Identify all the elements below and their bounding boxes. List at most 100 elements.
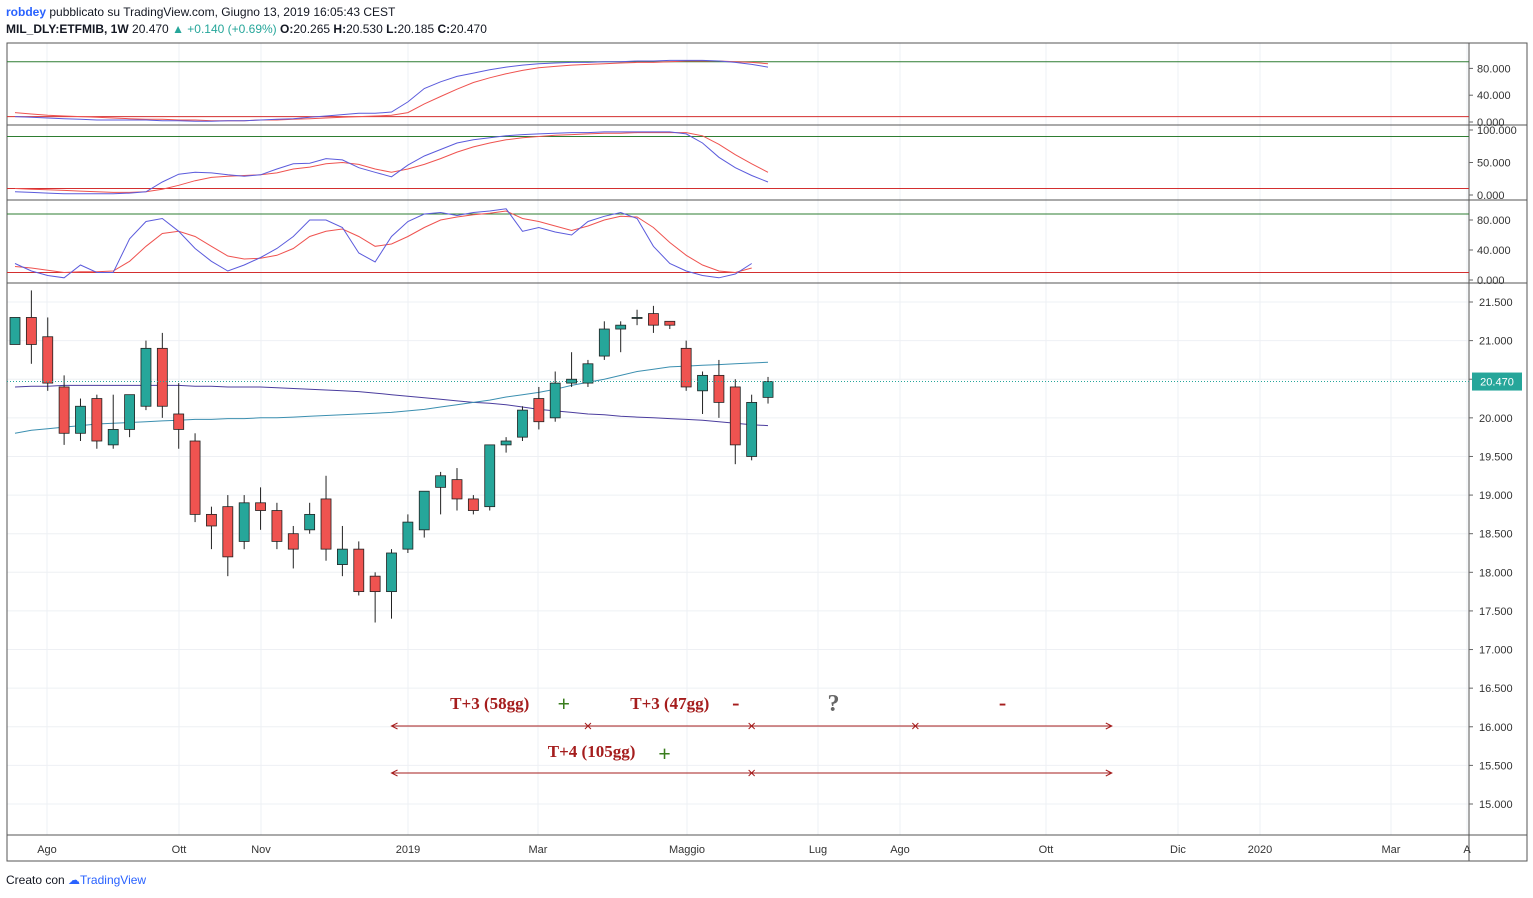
segment-marker	[584, 722, 592, 730]
x-tick-label: Dic	[1170, 844, 1186, 856]
candle	[664, 320, 676, 330]
x-tick-label: Ago	[890, 844, 910, 856]
x-tick-label: Lug	[809, 844, 827, 856]
segment-sign: -	[999, 690, 1006, 715]
candle	[91, 394, 103, 449]
candle	[287, 525, 299, 569]
candle	[124, 394, 135, 438]
candle	[58, 375, 70, 445]
x-tick-label: Maggio	[669, 844, 705, 856]
candle	[435, 471, 447, 515]
x-tick-label: 2020	[1248, 844, 1272, 856]
moving-average-line	[14, 361, 769, 434]
candle	[484, 444, 496, 511]
indicator-tick-label: 0.000	[1477, 190, 1505, 202]
arrow-head	[1105, 722, 1113, 730]
candle	[386, 549, 397, 619]
moving-averages	[14, 361, 769, 434]
indicator-panes	[7, 59, 1469, 279]
candle	[631, 309, 643, 326]
candle	[500, 437, 512, 453]
price-tick-label: 16.500	[1479, 683, 1513, 695]
price-tick-label: 16.000	[1479, 722, 1513, 734]
indicator-pane-3	[7, 208, 1469, 279]
x-tick-label: 2019	[396, 844, 420, 856]
indicator-tick-label: 80.000	[1477, 63, 1511, 75]
k-line	[14, 59, 769, 122]
x-tick-label: Nov	[251, 844, 271, 856]
indicator-tick-label: 0.000	[1477, 275, 1505, 287]
candle	[402, 514, 414, 553]
tradingview-link[interactable]: TradingView	[80, 873, 147, 887]
x-tick-label: Mar	[529, 844, 548, 856]
candle	[713, 359, 725, 418]
candle	[680, 340, 692, 391]
high-value: 20.530	[346, 22, 383, 36]
candle	[533, 386, 545, 430]
arrow-head	[390, 769, 398, 777]
price-tick-label: 15.000	[1479, 799, 1513, 811]
segment-label: T+3 (58gg)	[450, 694, 529, 713]
price-tick-label: 17.500	[1479, 606, 1513, 618]
candle	[517, 406, 528, 442]
candle	[746, 394, 758, 461]
close-label: C:	[437, 22, 451, 36]
segment-label: T+4 (105gg)	[548, 742, 636, 761]
candle	[9, 317, 21, 345]
x-tick-label: Mar	[1382, 844, 1401, 856]
segment-sign: -	[732, 690, 739, 715]
symbol-info: MIL_DLY:ETFMIB, 1W 20.470 ▲ +0.140 (+0.6…	[6, 22, 487, 36]
candle	[648, 305, 659, 333]
segment-sign: ?	[828, 691, 840, 717]
candle	[549, 371, 561, 422]
candle	[729, 379, 741, 465]
low-value: 20.185	[397, 22, 435, 36]
arrow-head	[1105, 769, 1113, 777]
symbol-name: MIL_DLY:ETFMIB, 1W	[6, 22, 129, 36]
candle	[369, 572, 381, 623]
change-value: ▲ +0.140 (+0.69%)	[172, 22, 277, 36]
candle	[140, 340, 152, 411]
segment-marker	[748, 769, 756, 777]
created-with-text: Creato con	[6, 873, 65, 887]
candle	[336, 525, 348, 577]
last-price-tag-label: 20.470	[1480, 377, 1514, 389]
moving-average-line	[14, 384, 769, 427]
last-price-tag	[1472, 372, 1522, 391]
candle	[467, 495, 479, 515]
candle	[222, 495, 234, 577]
close-value: 20.470	[450, 22, 487, 36]
candle	[762, 376, 774, 404]
annotations: T+3 (58gg) + T+3 (47gg) -? - T+4 (105gg) +	[390, 690, 1113, 777]
candle	[189, 433, 201, 523]
author-name[interactable]: robdey	[6, 5, 47, 19]
k-line	[14, 208, 752, 279]
open-value: 20.265	[293, 22, 331, 36]
x-tick-label: A	[1463, 844, 1471, 856]
publish-text: pubblicato su TradingView.com, Giugno 13…	[49, 5, 396, 19]
axes: Ago Ott Nov 2019 Mar Maggio Lug Ago Ott Dic 2020 Ma…	[7, 63, 1522, 856]
x-tick-label: Ago	[37, 844, 57, 856]
candle	[697, 371, 708, 414]
segment-sign: +	[658, 741, 671, 766]
candle	[304, 502, 316, 534]
candle	[615, 321, 627, 353]
indicator-tick-label: 50.000	[1477, 158, 1511, 170]
open-label: O:	[280, 22, 294, 36]
candle	[271, 502, 283, 550]
indicator-tick-label: 0.000	[1477, 117, 1505, 129]
footer: Creato con ☁TradingView	[6, 873, 146, 887]
last-price: 20.470	[132, 22, 169, 36]
price-tick-label: 17.000	[1479, 645, 1513, 657]
high-label: H:	[333, 22, 347, 36]
candle	[156, 332, 168, 418]
indicator-pane-1	[7, 59, 1469, 122]
candles	[9, 290, 774, 623]
signal-line	[14, 132, 769, 193]
candle	[582, 359, 594, 387]
indicator-tick-label: 100.000	[1477, 125, 1517, 137]
segment-label: T+3 (47gg)	[630, 694, 709, 713]
candle	[418, 490, 430, 538]
signal-line	[14, 210, 752, 274]
